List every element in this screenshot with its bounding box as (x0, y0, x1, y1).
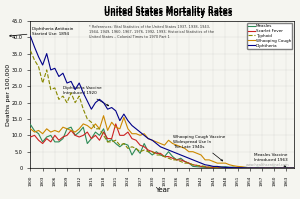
Text: Diphtheria Vaccine
Introduced 1920: Diphtheria Vaccine Introduced 1920 (63, 86, 109, 106)
Text: Measles Vaccine
Introduced 1963: Measles Vaccine Introduced 1963 (254, 153, 288, 167)
Title: United States Mortality Rates: United States Mortality Rates (103, 6, 232, 15)
Y-axis label: Deaths per 100,000: Deaths per 100,000 (6, 63, 10, 126)
Text: * References: Vital Statistics of the United States 1937, 1938, 1943,
1944, 1949: * References: Vital Statistics of the Un… (88, 25, 214, 38)
Legend: Measles, Scarlet Fever, Typhoid, Whooping Cough, Diphtheria: Measles, Scarlet Fever, Typhoid, Whoopin… (247, 23, 292, 49)
Text: Whooping Cough Vaccine
Widespread Use In
The Late 1940s: Whooping Cough Vaccine Widespread Use In… (172, 135, 225, 161)
Text: Diphtheria Antitoxin
Started Use: 1894: Diphtheria Antitoxin Started Use: 1894 (10, 27, 74, 37)
X-axis label: Year: Year (155, 187, 170, 193)
Text: United States Mortality Rates: United States Mortality Rates (103, 9, 232, 18)
Text: www.healthsentinel.com: www.healthsentinel.com (245, 163, 289, 167)
